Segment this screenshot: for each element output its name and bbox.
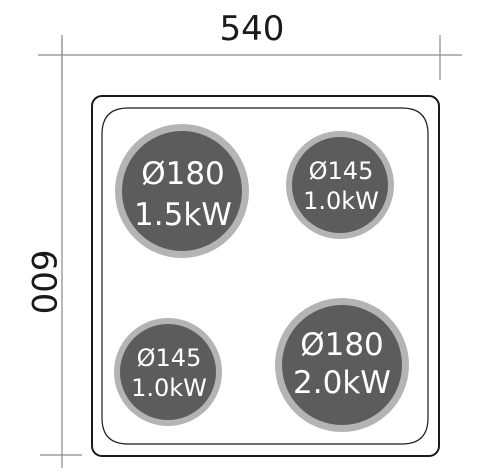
- width-label: 540: [220, 9, 285, 49]
- burner-power: 2.0kW: [293, 365, 391, 401]
- burner-power: 1.0kW: [303, 187, 379, 215]
- burner-diameter: Ø180: [141, 156, 225, 192]
- burner-core: [122, 131, 242, 251]
- burner-diameter: Ø145: [137, 344, 202, 372]
- burner-bottom-right: Ø180 2.0kW: [275, 298, 409, 432]
- burner-bottom-left: Ø145 1.0kW: [114, 318, 222, 426]
- depth-label: 600: [23, 250, 63, 315]
- burner-core: [292, 137, 388, 233]
- depth-dimension: 600: [23, 38, 82, 468]
- burner-power: 1.5kW: [134, 197, 232, 233]
- burner-top-left: Ø180 1.5kW: [115, 124, 249, 258]
- cooktop-inner-surface: [101, 107, 429, 445]
- burner-diameter: Ø180: [300, 327, 384, 363]
- width-dimension: 540: [38, 9, 462, 80]
- burner-core: [282, 305, 402, 425]
- burner-core: [120, 324, 216, 420]
- burner-top-right: Ø145 1.0kW: [286, 131, 394, 239]
- burner-power: 1.0kW: [131, 374, 207, 402]
- burner-diameter: Ø145: [309, 157, 374, 185]
